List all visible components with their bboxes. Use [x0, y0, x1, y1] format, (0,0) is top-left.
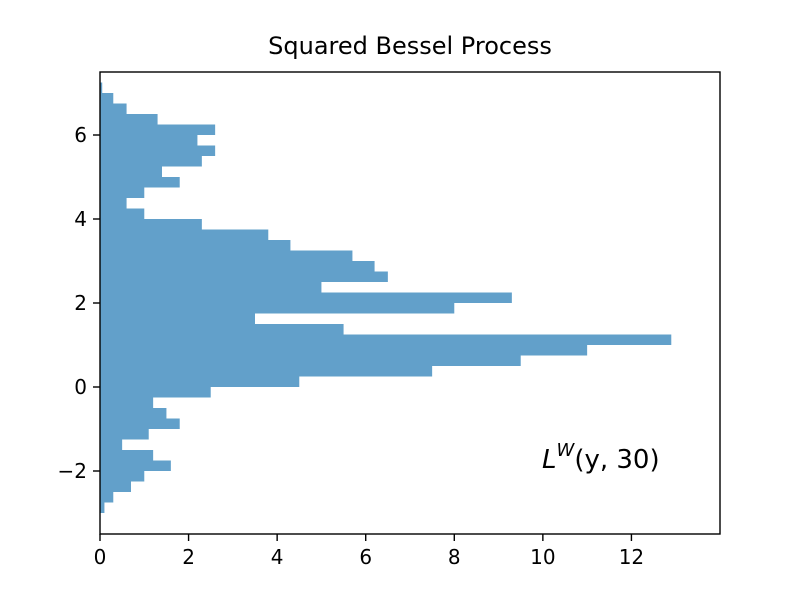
- histogram-bar: [100, 408, 167, 419]
- histogram-bar: [100, 418, 180, 429]
- histogram-bar: [100, 282, 322, 293]
- x-tick-label: 2: [182, 545, 195, 569]
- histogram-bar: [100, 439, 123, 450]
- histogram-bar: [100, 292, 512, 303]
- x-tick-label: 0: [94, 545, 107, 569]
- histogram-bar: [100, 177, 180, 188]
- bars-group: [100, 82, 672, 513]
- histogram-bar: [100, 166, 162, 177]
- x-tick-label: 8: [448, 545, 461, 569]
- histogram-bar: [100, 324, 344, 335]
- histogram-bar: [100, 355, 521, 366]
- histogram-bar: [100, 198, 127, 209]
- histogram-bar: [100, 229, 269, 240]
- chart-title: Squared Bessel Process: [268, 32, 552, 60]
- histogram-bar: [100, 450, 154, 461]
- annotation-sup: W: [557, 440, 576, 461]
- y-tick-label: 2: [74, 291, 87, 315]
- histogram-bar: [100, 145, 216, 156]
- histogram-bar: [100, 219, 202, 230]
- y-tick-label: 0: [74, 375, 87, 399]
- y-tick-label: 4: [74, 207, 87, 231]
- histogram-bar: [100, 124, 216, 135]
- histogram-bar: [100, 397, 154, 408]
- histogram-bar: [100, 334, 672, 345]
- histogram-bar: [100, 502, 105, 513]
- histogram-bar: [100, 103, 127, 114]
- histogram-bar: [100, 481, 131, 492]
- x-tick-label: 6: [359, 545, 372, 569]
- y-axis: −2 0 2 4 6: [58, 123, 100, 483]
- histogram-bar: [100, 460, 171, 471]
- x-tick-label: 12: [619, 545, 644, 569]
- histogram-bar: [100, 82, 103, 93]
- histogram-bar: [100, 240, 291, 251]
- histogram-bar: [100, 366, 433, 377]
- annotation-base: L: [542, 445, 557, 475]
- histogram-bar: [100, 429, 149, 440]
- histogram-bar: [100, 250, 353, 261]
- histogram-bar: [100, 345, 588, 356]
- x-tick-label: 4: [271, 545, 284, 569]
- histogram-bar: [100, 261, 375, 272]
- histogram-bar: [100, 313, 255, 324]
- y-tick-label: 6: [74, 123, 87, 147]
- histogram-bar: [100, 271, 388, 282]
- histogram-bar: [100, 471, 145, 482]
- histogram-bar: [100, 376, 300, 387]
- histogram-bar: [100, 114, 158, 125]
- histogram-bar: [100, 492, 114, 503]
- x-tick-label: 10: [530, 545, 555, 569]
- annotation-args: (y, 30): [574, 445, 659, 475]
- histogram-bar: [100, 387, 211, 398]
- y-tick-label: −2: [58, 459, 87, 483]
- histogram-bar: [100, 156, 202, 167]
- histogram-bar: [100, 303, 455, 314]
- histogram-bar: [100, 187, 145, 198]
- histogram-bar: [100, 208, 145, 219]
- annotation-label: LW(y, 30): [542, 440, 660, 475]
- histogram-bar: [100, 93, 114, 104]
- histogram-bar: [100, 135, 198, 146]
- x-axis: 0 2 4 6 8 10 12: [94, 534, 644, 569]
